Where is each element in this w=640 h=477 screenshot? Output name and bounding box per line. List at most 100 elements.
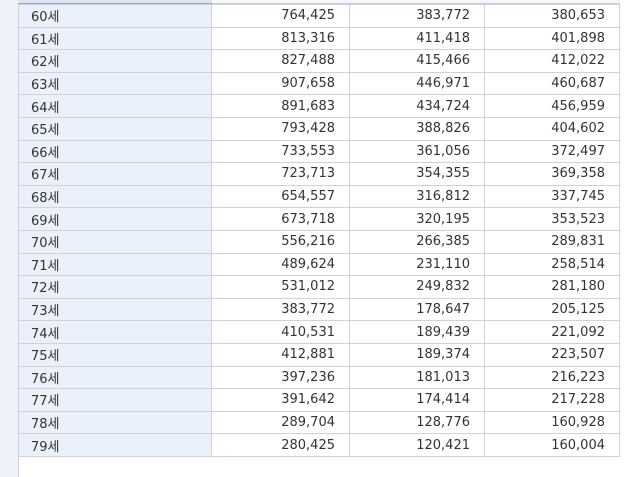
male-cell[interactable]: 189,439	[349, 320, 485, 344]
total-cell[interactable]: 733,553	[211, 139, 350, 164]
table-row[interactable]: 79세 280,425 120,421 160,004	[18, 433, 620, 457]
total-cell[interactable]: 827,488	[211, 49, 350, 73]
age-cell[interactable]: 69세	[18, 207, 212, 231]
table-row[interactable]: 76세 397,236 181,013 216,223	[18, 365, 620, 390]
table-row[interactable]: 61세 813,316 411,418 401,898	[18, 26, 620, 51]
male-cell[interactable]: 178,647	[349, 297, 485, 322]
age-cell[interactable]: 76세	[18, 365, 212, 390]
male-cell[interactable]: 174,414	[349, 388, 485, 412]
female-cell[interactable]: 216,223	[484, 365, 620, 390]
total-cell[interactable]: 673,718	[211, 207, 350, 231]
age-cell[interactable]: 72세	[18, 275, 212, 299]
male-cell[interactable]: 120,421	[349, 433, 485, 457]
total-cell[interactable]: 813,316	[211, 26, 350, 51]
total-cell[interactable]: 412,881	[211, 342, 350, 367]
table-row[interactable]: 73세 383,772 178,647 205,125	[18, 297, 620, 322]
table-row[interactable]: 78세 289,704 128,776 160,928	[18, 410, 620, 435]
female-cell[interactable]: 412,022	[484, 49, 620, 73]
age-cell[interactable]: 64세	[18, 94, 212, 118]
male-cell[interactable]: 189,374	[349, 342, 485, 367]
age-cell[interactable]: 77세	[18, 388, 212, 412]
total-cell[interactable]: 289,704	[211, 410, 350, 435]
male-cell[interactable]: 231,110	[349, 252, 485, 277]
table-row[interactable]: 70세 556,216 266,385 289,831	[18, 229, 620, 254]
table-row[interactable]: 69세 673,718 320,195 353,523	[18, 207, 620, 231]
female-cell[interactable]: 223,507	[484, 342, 620, 367]
male-cell[interactable]: 354,355	[349, 162, 485, 186]
age-cell[interactable]: 78세	[18, 410, 212, 435]
total-cell[interactable]: 793,428	[211, 116, 350, 141]
total-cell[interactable]: 531,012	[211, 275, 350, 299]
table-row[interactable]: 62세 827,488 415,466 412,022	[18, 49, 620, 73]
male-cell[interactable]: 446,971	[349, 71, 485, 96]
female-cell[interactable]: 353,523	[484, 207, 620, 231]
total-cell[interactable]: 383,772	[211, 297, 350, 322]
age-cell[interactable]: 66세	[18, 139, 212, 164]
male-cell[interactable]: 316,812	[349, 184, 485, 209]
female-cell[interactable]: 456,959	[484, 94, 620, 118]
age-cell[interactable]: 74세	[18, 320, 212, 344]
male-cell[interactable]: 411,418	[349, 26, 485, 51]
table-row[interactable]: 64세 891,683 434,724 456,959	[18, 94, 620, 118]
total-cell[interactable]: 556,216	[211, 229, 350, 254]
female-cell[interactable]: 369,358	[484, 162, 620, 186]
female-cell[interactable]: 281,180	[484, 275, 620, 299]
column-header-female[interactable]	[485, 0, 620, 4]
female-cell[interactable]: 401,898	[484, 26, 620, 51]
total-cell[interactable]: 907,658	[211, 71, 350, 96]
age-cell[interactable]: 71세	[18, 252, 212, 277]
table-row[interactable]: 66세 733,553 361,056 372,497	[18, 139, 620, 164]
female-cell[interactable]: 460,687	[484, 71, 620, 96]
table-row[interactable]: 63세 907,658 446,971 460,687	[18, 71, 620, 96]
table-row[interactable]: 68세 654,557 316,812 337,745	[18, 184, 620, 209]
female-cell[interactable]: 258,514	[484, 252, 620, 277]
female-cell[interactable]: 221,092	[484, 320, 620, 344]
table-row[interactable]: 60세 764,425 383,772 380,653	[18, 4, 620, 28]
total-cell[interactable]: 391,642	[211, 388, 350, 412]
female-cell[interactable]: 337,745	[484, 184, 620, 209]
male-cell[interactable]: 181,013	[349, 365, 485, 390]
age-cell[interactable]: 63세	[18, 71, 212, 96]
age-cell[interactable]: 62세	[18, 49, 212, 73]
age-cell[interactable]: 73세	[18, 297, 212, 322]
table-row[interactable]: 75세 412,881 189,374 223,507	[18, 342, 620, 367]
age-cell[interactable]: 79세	[18, 433, 212, 457]
male-cell[interactable]: 388,826	[349, 116, 485, 141]
female-cell[interactable]: 160,928	[484, 410, 620, 435]
female-cell[interactable]: 372,497	[484, 139, 620, 164]
total-cell[interactable]: 764,425	[211, 4, 350, 28]
female-cell[interactable]: 380,653	[484, 4, 620, 28]
male-cell[interactable]: 320,195	[349, 207, 485, 231]
female-cell[interactable]: 289,831	[484, 229, 620, 254]
female-cell[interactable]: 404,602	[484, 116, 620, 141]
male-cell[interactable]: 415,466	[349, 49, 485, 73]
table-row[interactable]: 67세 723,713 354,355 369,358	[18, 162, 620, 186]
total-cell[interactable]: 397,236	[211, 365, 350, 390]
age-cell[interactable]: 67세	[18, 162, 212, 186]
table-row[interactable]: 72세 531,012 249,832 281,180	[18, 275, 620, 299]
total-cell[interactable]: 280,425	[211, 433, 350, 457]
female-cell[interactable]: 205,125	[484, 297, 620, 322]
age-cell[interactable]: 70세	[18, 229, 212, 254]
age-cell[interactable]: 61세	[18, 26, 212, 51]
total-cell[interactable]: 489,624	[211, 252, 350, 277]
age-cell[interactable]: 68세	[18, 184, 212, 209]
age-cell[interactable]: 75세	[18, 342, 212, 367]
female-cell[interactable]: 160,004	[484, 433, 620, 457]
male-cell[interactable]: 128,776	[349, 410, 485, 435]
male-cell[interactable]: 249,832	[349, 275, 485, 299]
total-cell[interactable]: 891,683	[211, 94, 350, 118]
column-header-age[interactable]	[18, 0, 212, 5]
male-cell[interactable]: 383,772	[349, 4, 485, 28]
column-header-male[interactable]	[350, 0, 485, 4]
age-cell[interactable]: 65세	[18, 116, 212, 141]
male-cell[interactable]: 266,385	[349, 229, 485, 254]
table-row[interactable]: 71세 489,624 231,110 258,514	[18, 252, 620, 277]
table-row[interactable]: 77세 391,642 174,414 217,228	[18, 388, 620, 412]
male-cell[interactable]: 434,724	[349, 94, 485, 118]
table-row[interactable]: 74세 410,531 189,439 221,092	[18, 320, 620, 344]
male-cell[interactable]: 361,056	[349, 139, 485, 164]
total-cell[interactable]: 723,713	[211, 162, 350, 186]
female-cell[interactable]: 217,228	[484, 388, 620, 412]
total-cell[interactable]: 654,557	[211, 184, 350, 209]
